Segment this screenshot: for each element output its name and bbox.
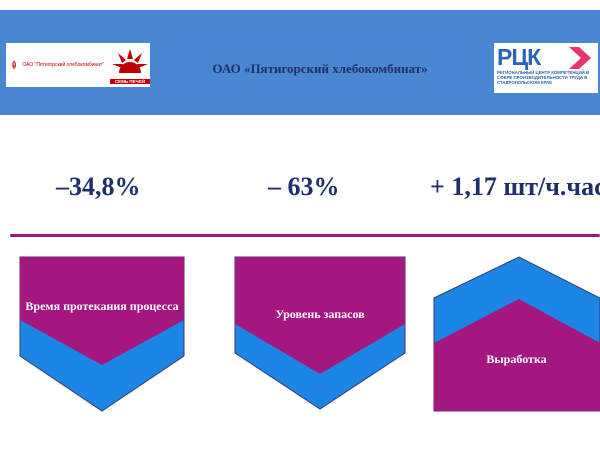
shape-process-time: Время протекания процесса bbox=[19, 256, 185, 412]
metric-process-time: –34,8% bbox=[56, 172, 141, 201]
shape-label-process-time: Время протекания процесса bbox=[25, 299, 179, 313]
chevron-icon bbox=[569, 47, 591, 69]
metric-output: + 1,17 шт/ч.час bbox=[430, 172, 600, 201]
wheat-icon bbox=[12, 60, 16, 70]
sun-icon bbox=[112, 49, 148, 73]
metric-inventory: – 63% bbox=[268, 172, 340, 201]
shape-inventory: Уровень запасов bbox=[234, 256, 406, 410]
company-logo: ОАО "Пятигорский хлебокомбинат" СЕМЬ ПЕЧ… bbox=[6, 43, 150, 87]
partner-logo-subtitle: РЕГИОНАЛЬНЫЙ ЦЕНТР КОМПЕТЕНЦИЙ В СФЕРЕ П… bbox=[497, 70, 590, 85]
company-logo-text: ОАО "Пятигорский хлебокомбинат" bbox=[22, 62, 104, 68]
header-banner: ОАО "Пятигорский хлебокомбинат" СЕМЬ ПЕЧ… bbox=[0, 10, 600, 115]
shape-label-output: Выработка bbox=[486, 352, 547, 366]
partner-logo-letters: РЦК bbox=[497, 44, 541, 70]
brand-logo: СЕМЬ ПЕЧЕЙ bbox=[110, 47, 150, 84]
partner-logo: РЦК РЕГИОНАЛЬНЫЙ ЦЕНТР КОМПЕТЕНЦИЙ В СФЕ… bbox=[494, 43, 598, 93]
shape-label-inventory: Уровень запасов bbox=[275, 307, 365, 321]
divider-line bbox=[10, 234, 600, 237]
brand-logo-text: СЕМЬ ПЕЧЕЙ bbox=[110, 79, 150, 84]
shape-output: Выработка bbox=[433, 256, 600, 412]
page-title: ОАО «Пятигорский хлебокомбинат» bbox=[212, 61, 428, 76]
